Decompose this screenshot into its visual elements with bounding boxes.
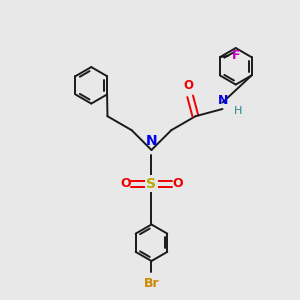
Text: S: S: [146, 177, 157, 191]
Text: Br: Br: [144, 277, 159, 290]
Text: O: O: [120, 177, 131, 190]
Text: N: N: [146, 134, 158, 148]
Text: H: H: [234, 106, 242, 116]
Text: O: O: [184, 80, 194, 92]
Text: F: F: [232, 49, 241, 62]
Text: O: O: [172, 177, 183, 190]
Text: N: N: [218, 94, 229, 107]
